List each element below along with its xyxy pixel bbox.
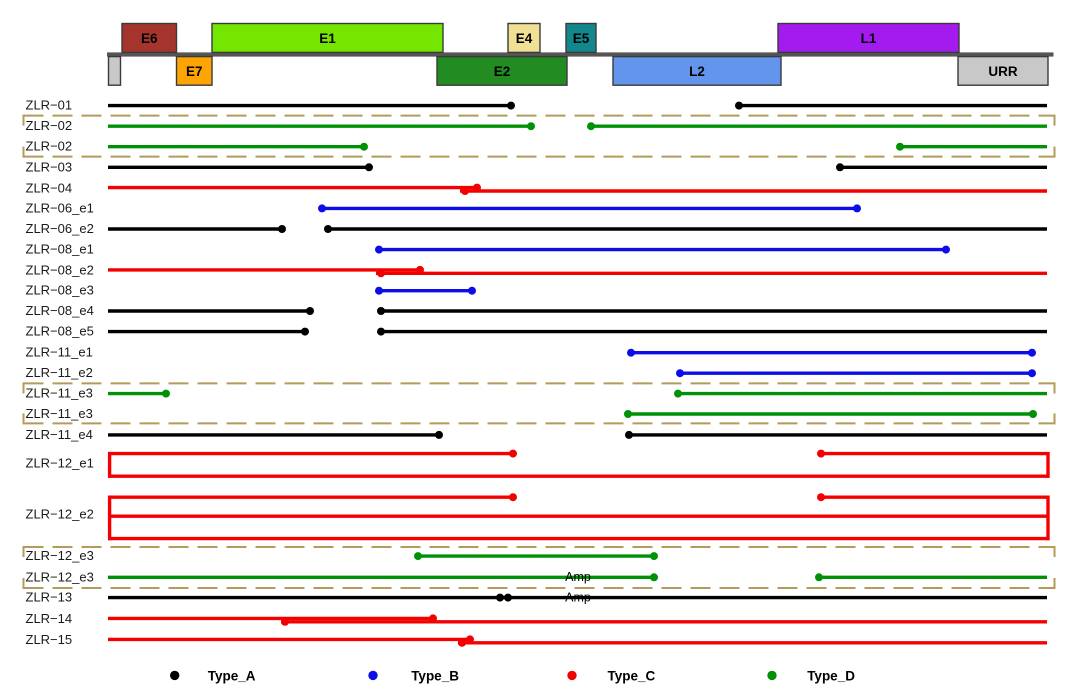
svg-text:ZLR−02: ZLR−02: [26, 139, 73, 154]
svg-text:ZLR−06_e1: ZLR−06_e1: [26, 200, 94, 215]
svg-text:E2: E2: [494, 64, 511, 79]
svg-text:Type_A: Type_A: [208, 668, 256, 683]
svg-text:ZLR−11_e1: ZLR−11_e1: [26, 345, 93, 360]
svg-text:ZLR−15: ZLR−15: [26, 632, 73, 647]
svg-text:ZLR−11_e3: ZLR−11_e3: [26, 386, 93, 401]
svg-text:Type_D: Type_D: [807, 668, 855, 683]
svg-text:ZLR−06_e2: ZLR−06_e2: [26, 221, 94, 236]
svg-text:E4: E4: [516, 31, 533, 46]
svg-text:Type_B: Type_B: [411, 668, 459, 683]
svg-text:E7: E7: [186, 64, 203, 79]
svg-text:E1: E1: [319, 31, 336, 46]
svg-text:E6: E6: [141, 31, 158, 46]
svg-text:ZLR−12_e3: ZLR−12_e3: [26, 548, 94, 563]
svg-text:ZLR−12_e3: ZLR−12_e3: [26, 569, 94, 584]
svg-text:URR: URR: [988, 64, 1017, 79]
svg-text:Amp: Amp: [565, 570, 591, 584]
svg-text:ZLR−12_e2: ZLR−12_e2: [26, 507, 94, 522]
svg-text:ZLR−08_e1: ZLR−08_e1: [26, 242, 94, 257]
svg-text:ZLR−02: ZLR−02: [26, 118, 73, 133]
svg-text:ZLR−03: ZLR−03: [26, 159, 73, 174]
svg-text:E5: E5: [573, 31, 590, 46]
svg-text:ZLR−14: ZLR−14: [26, 611, 73, 626]
svg-text:ZLR−01: ZLR−01: [26, 98, 73, 113]
svg-text:ZLR−08_e3: ZLR−08_e3: [26, 283, 94, 298]
svg-text:ZLR−08_e5: ZLR−08_e5: [26, 324, 94, 339]
svg-text:ZLR−11_e3: ZLR−11_e3: [26, 406, 93, 421]
svg-text:L1: L1: [861, 31, 877, 46]
svg-text:Amp: Amp: [565, 591, 591, 605]
svg-text:ZLR−08_e2: ZLR−08_e2: [26, 263, 94, 278]
svg-text:ZLR−13: ZLR−13: [26, 590, 73, 605]
svg-text:ZLR−11_e2: ZLR−11_e2: [26, 365, 93, 380]
svg-text:Type_C: Type_C: [608, 668, 656, 683]
svg-text:ZLR−11_e4: ZLR−11_e4: [26, 427, 93, 442]
svg-text:ZLR−04: ZLR−04: [26, 181, 73, 196]
svg-text:ZLR−12_e1: ZLR−12_e1: [26, 456, 94, 471]
svg-text:L2: L2: [689, 64, 705, 79]
svg-text:ZLR−08_e4: ZLR−08_e4: [26, 303, 94, 318]
